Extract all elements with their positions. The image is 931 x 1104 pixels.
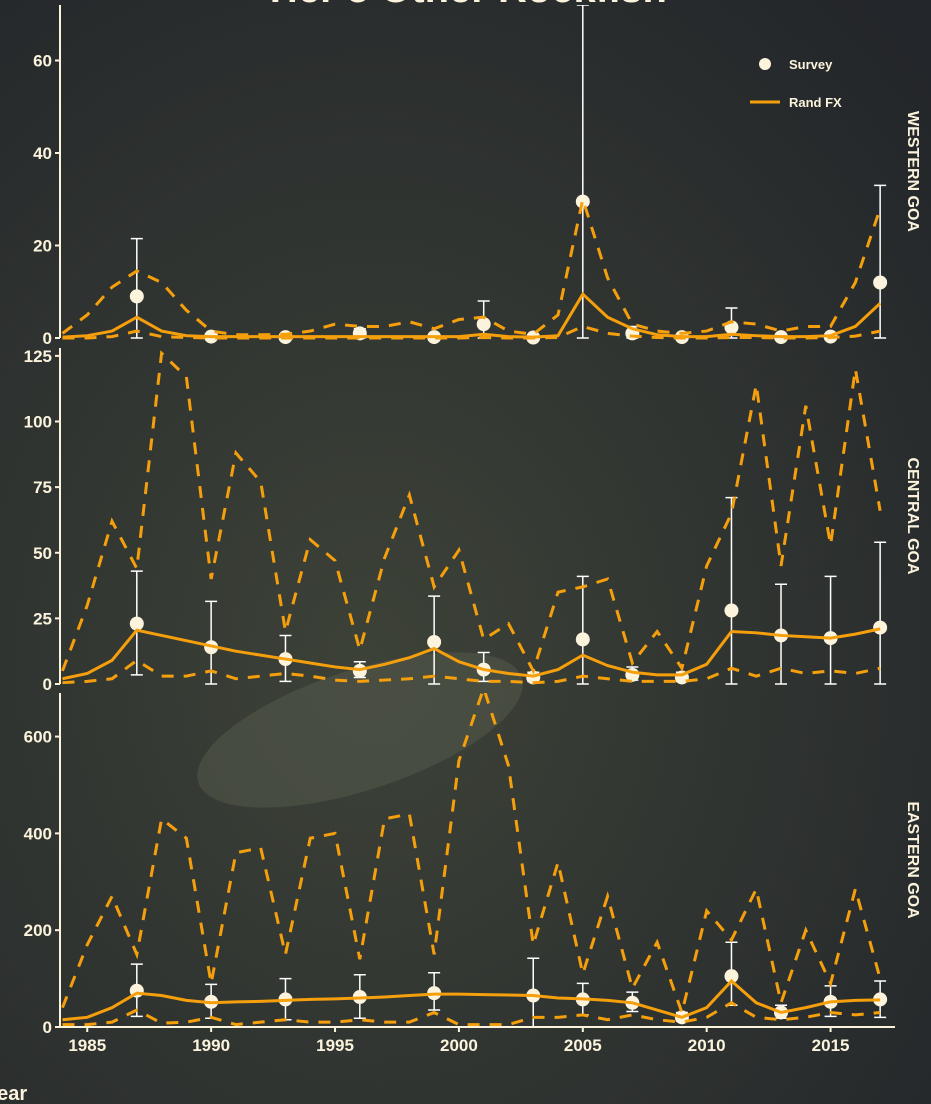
survey-point	[724, 969, 739, 984]
y-tick-label: 60	[33, 52, 52, 71]
x-tick-label: 1995	[316, 1036, 354, 1055]
fit-line	[62, 291, 882, 339]
y-tick-label: 0	[43, 675, 52, 694]
y-tick-label: 20	[33, 237, 52, 256]
y-tick-label: 0	[43, 1018, 52, 1037]
survey-point	[724, 603, 739, 618]
panel-label: EASTERN GOA	[904, 801, 921, 919]
interval-line	[62, 324, 881, 340]
chart-title: Tier 5 Other Rockfish	[263, 0, 667, 11]
interval-line	[61, 193, 882, 337]
x-tick-label: 2000	[440, 1036, 478, 1055]
error-bar	[576, 5, 589, 339]
y-tick-label: 400	[24, 824, 52, 843]
y-tick-label: 200	[24, 921, 52, 940]
panel-label: CENTRAL GOA	[904, 457, 921, 574]
survey-point	[129, 616, 144, 631]
legend-label: Rand FX	[789, 95, 842, 110]
interval-line	[62, 658, 881, 685]
error-bar	[874, 184, 887, 339]
y-tick-label: 75	[33, 478, 52, 497]
survey-point	[575, 632, 590, 647]
fit-line	[62, 978, 881, 1022]
panel	[61, 5, 888, 345]
error-bar	[874, 541, 887, 685]
survey-point	[873, 620, 888, 635]
fit-line	[62, 627, 881, 681]
y-tick-label: 600	[24, 728, 52, 747]
x-tick-label: 1990	[192, 1036, 230, 1055]
error-bar	[130, 237, 143, 339]
fish-photo	[197, 652, 523, 808]
y-tick-label: 25	[33, 609, 52, 628]
error-bar	[576, 575, 589, 685]
survey-point	[575, 194, 590, 209]
y-tick-label: 0	[43, 329, 52, 348]
survey-point	[476, 317, 491, 332]
x-tick-label: 2010	[688, 1036, 726, 1055]
panel	[61, 693, 888, 1028]
x-tick-label: 1985	[68, 1036, 106, 1055]
panel	[61, 350, 888, 685]
y-tick-label: 50	[33, 544, 52, 563]
panel-label: WESTERN GOA	[904, 111, 921, 232]
survey-point	[427, 635, 442, 649]
survey-point	[873, 275, 888, 290]
y-tick-label: 100	[24, 413, 52, 432]
legend-marker	[759, 58, 771, 70]
x-tick-label: 2005	[564, 1036, 602, 1055]
legend-label: Survey	[789, 57, 833, 72]
survey-point	[129, 289, 144, 304]
error-bar	[824, 575, 837, 685]
y-tick-label: 40	[33, 144, 52, 163]
interval-line	[62, 1001, 881, 1027]
x-axis-label: Year	[0, 1083, 27, 1104]
x-tick-label: 2015	[812, 1036, 850, 1055]
survey-point	[873, 992, 888, 1007]
interval-line	[61, 693, 882, 1018]
y-tick-label: 125	[24, 347, 52, 366]
